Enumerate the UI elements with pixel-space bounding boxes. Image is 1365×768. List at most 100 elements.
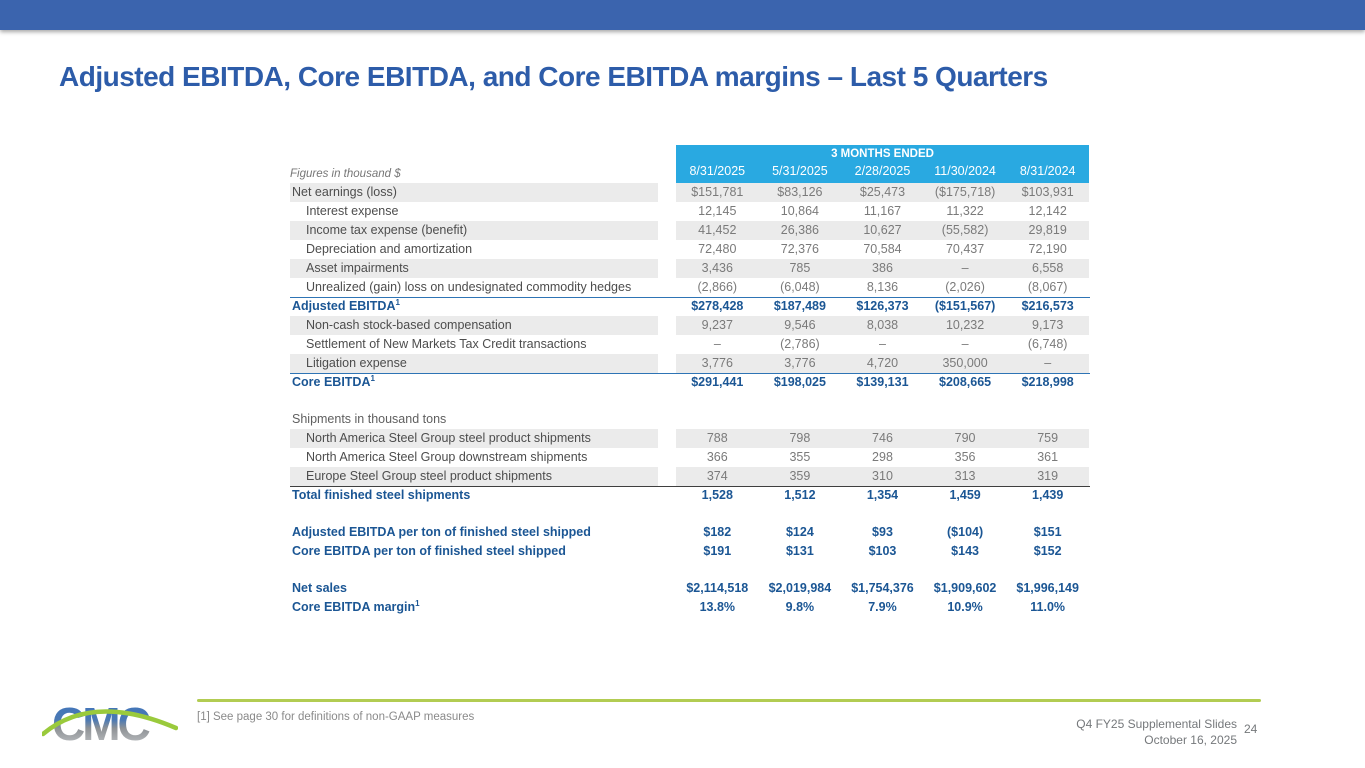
value-cell: 3,436 bbox=[701, 261, 733, 275]
table-header: Figures in thousand $ 3 MONTHS ENDED 8/3… bbox=[290, 145, 1090, 183]
value-cell: 10.9% bbox=[947, 600, 983, 614]
table-row: Europe Steel Group steel product shipmen… bbox=[290, 467, 1090, 486]
value-cell: $291,441 bbox=[691, 375, 744, 389]
value-cell: 1,459 bbox=[949, 488, 981, 502]
value-cell: $143 bbox=[951, 544, 979, 558]
value-cell: 319 bbox=[1037, 469, 1059, 483]
row-label: North America Steel Group steel product … bbox=[290, 429, 658, 448]
cmc-logo: CMC bbox=[40, 690, 179, 756]
value-cell: $25,473 bbox=[859, 185, 906, 199]
value-cell: 70,437 bbox=[945, 242, 985, 256]
row-values: 41,452 26,386 10,627 (55,582) 29,819 bbox=[676, 221, 1089, 240]
table-row: Core EBITDA1 $291,441 $198,025 $139,131 $208… bbox=[290, 373, 1090, 392]
value-cell: – bbox=[879, 337, 886, 351]
table-row: Total finished steel shipments 1,528 1,512… bbox=[290, 486, 1090, 505]
value-cell: 29,819 bbox=[1028, 223, 1067, 237]
value-cell: 350,000 bbox=[942, 356, 988, 370]
value-cell: 9,173 bbox=[1032, 318, 1064, 332]
value-cell: $151 bbox=[1033, 525, 1062, 539]
value-cell: 1,354 bbox=[866, 488, 899, 502]
value-cell: 790 bbox=[954, 431, 976, 445]
value-cell: 72,376 bbox=[780, 242, 819, 256]
period-column-header: 8/31/2024 bbox=[1019, 164, 1076, 178]
value-cell: $131 bbox=[785, 544, 814, 558]
value-cell: $83,126 bbox=[777, 185, 823, 199]
top-accent-bar bbox=[0, 0, 1365, 30]
row-values: 3,776 3,776 4,720 350,000 – bbox=[676, 354, 1089, 373]
value-cell: $1,754,376 bbox=[851, 581, 914, 595]
value-cell: 11,167 bbox=[863, 204, 902, 218]
value-cell: (55,582) bbox=[941, 223, 989, 237]
value-cell: 356 bbox=[954, 450, 976, 464]
value-cell: $2,114,518 bbox=[686, 581, 749, 595]
row-label: Adjusted EBITDA1 bbox=[292, 298, 400, 313]
value-cell: 10,627 bbox=[863, 223, 902, 237]
row-values: $278,428 $187,489 $126,373 ($151,567) $216,5… bbox=[676, 298, 1089, 316]
value-cell: 11,322 bbox=[946, 204, 984, 218]
row-values: 788 798 746 790 759 bbox=[676, 429, 1089, 448]
table-row: Core EBITDA per ton of finished steel sh… bbox=[290, 542, 1090, 561]
value-cell: $103,931 bbox=[1021, 185, 1074, 199]
value-cell: 9,237 bbox=[701, 318, 733, 332]
row-label: Core EBITDA1 bbox=[292, 374, 375, 389]
value-cell: $126,373 bbox=[856, 299, 909, 313]
value-cell: 26,386 bbox=[780, 223, 819, 237]
value-cell: 1,439 bbox=[1032, 488, 1064, 502]
row-label: Settlement of New Markets Tax Credit tra… bbox=[306, 337, 587, 351]
value-cell: $152 bbox=[1033, 544, 1062, 558]
value-cell: 12,142 bbox=[1028, 204, 1067, 218]
page-title: Adjusted EBITDA, Core EBITDA, and Core E… bbox=[59, 60, 1048, 92]
value-cell: $103 bbox=[868, 544, 897, 558]
value-cell: 10,864 bbox=[780, 204, 819, 218]
footer-divider-line bbox=[197, 699, 1261, 702]
value-cell: 41,452 bbox=[698, 223, 737, 237]
table-spacer bbox=[290, 392, 1090, 410]
table-row: Non-cash stock-based compensation 9,237 9,… bbox=[290, 316, 1090, 335]
row-values: 1,528 1,512 1,354 1,459 1,439 bbox=[676, 487, 1089, 505]
cmc-logo-letters: CMC bbox=[52, 698, 150, 750]
value-cell: $216,573 bbox=[1021, 299, 1074, 313]
value-cell: $218,998 bbox=[1021, 375, 1074, 389]
row-label: Europe Steel Group steel product shipmen… bbox=[290, 467, 658, 486]
row-label: Net earnings (loss) bbox=[290, 183, 658, 202]
table-row: Depreciation and amortization 72,480 72,37… bbox=[290, 240, 1090, 259]
row-label: Net sales bbox=[292, 581, 347, 595]
row-label: Adjusted EBITDA per ton of finished stee… bbox=[292, 525, 591, 539]
cmc-logo-graphic: CMC bbox=[40, 698, 179, 750]
row-label: Non-cash stock-based compensation bbox=[290, 316, 658, 335]
table-row: Net sales $2,114,518 $2,019,984 $1,754,376 $… bbox=[290, 579, 1090, 598]
row-values: 9,237 9,546 8,038 10,232 9,173 bbox=[676, 316, 1089, 335]
value-cell: 9.8% bbox=[785, 600, 815, 614]
footer-deck-info: Q4 FY25 Supplemental Slides October 16, … bbox=[1076, 716, 1237, 748]
units-label: Figures in thousand $ bbox=[290, 168, 401, 180]
value-cell: (6,748) bbox=[1027, 337, 1068, 351]
value-cell: $198,025 bbox=[773, 375, 826, 389]
value-cell: $208,665 bbox=[939, 375, 992, 389]
value-cell: 313 bbox=[954, 469, 976, 483]
table-row: Litigation expense 3,776 3,776 4,720 350,000… bbox=[290, 354, 1090, 373]
row-values: $182 $124 $93 ($104) $151 bbox=[676, 523, 1089, 542]
table-spacer bbox=[290, 561, 1090, 579]
period-column-header: 11/30/2024 bbox=[934, 164, 996, 178]
row-values: 374 359 310 313 319 bbox=[676, 467, 1089, 486]
value-cell: $191 bbox=[703, 544, 732, 558]
value-cell: 8,136 bbox=[866, 280, 899, 294]
value-cell: $2,019,984 bbox=[768, 581, 832, 595]
footnote-ref: 1 bbox=[415, 598, 420, 608]
row-label: North America Steel Group downstream shi… bbox=[306, 450, 588, 464]
value-cell: $1,909,602 bbox=[933, 581, 997, 595]
value-cell: ($175,718) bbox=[934, 185, 996, 199]
value-cell: 386 bbox=[872, 261, 893, 275]
footnote: [1] See page 30 for definitions of non-G… bbox=[197, 711, 475, 723]
row-label: Core EBITDA per ton of finished steel sh… bbox=[292, 544, 566, 558]
value-cell: 359 bbox=[789, 469, 811, 483]
table-row: Asset impairments 3,436 785 386 – 6,558 bbox=[290, 259, 1090, 278]
value-cell: 355 bbox=[789, 450, 811, 464]
value-cell: 785 bbox=[789, 261, 811, 275]
value-cell: 361 bbox=[1037, 450, 1059, 464]
value-cell: 3,776 bbox=[701, 356, 733, 370]
value-cell: 759 bbox=[1037, 431, 1059, 445]
table-row: North America Steel Group steel product … bbox=[290, 429, 1090, 448]
table-row: Settlement of New Markets Tax Credit tra… bbox=[290, 335, 1090, 354]
value-cell: 7.9% bbox=[868, 600, 897, 614]
